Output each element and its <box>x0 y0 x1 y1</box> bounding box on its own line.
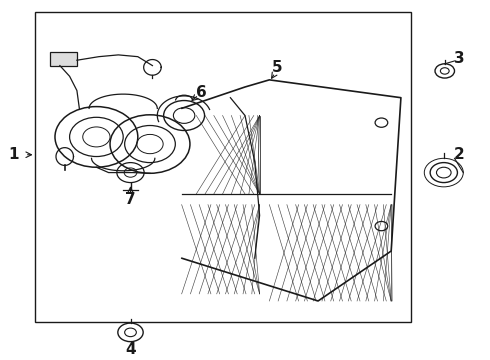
Text: 4: 4 <box>125 342 136 357</box>
Text: 7: 7 <box>125 192 136 207</box>
Bar <box>35 12 411 322</box>
Text: 6: 6 <box>196 85 206 100</box>
Text: 2: 2 <box>454 147 465 162</box>
Text: 5: 5 <box>271 60 282 75</box>
Text: 1: 1 <box>8 147 19 162</box>
Text: 3: 3 <box>454 51 465 66</box>
Bar <box>50 52 77 66</box>
